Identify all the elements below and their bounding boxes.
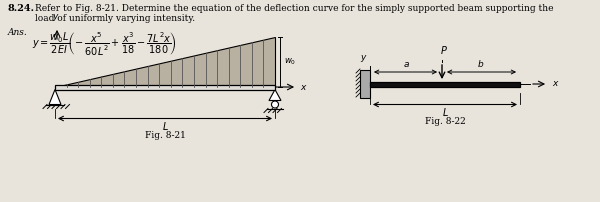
Text: $y$: $y$ [361,53,368,64]
Text: $y$: $y$ [52,12,60,23]
Text: Fig. 8-21: Fig. 8-21 [145,130,185,140]
Text: $x$: $x$ [552,80,560,88]
Text: $x$: $x$ [300,82,308,92]
Text: Ans.: Ans. [8,28,28,37]
Polygon shape [49,89,61,104]
Text: $a$: $a$ [403,60,409,69]
Text: $b$: $b$ [478,58,485,69]
Circle shape [271,101,278,108]
Text: Fig. 8-22: Fig. 8-22 [425,117,466,125]
Text: load of uniformly varying intensity.: load of uniformly varying intensity. [35,14,195,23]
Polygon shape [55,37,275,87]
Text: 8.24.: 8.24. [7,4,34,13]
Polygon shape [269,89,281,101]
Text: $y = \dfrac{w_0 L}{2EI}\!\left(\!-\dfrac{x^5}{60L^2}+\dfrac{x^3}{18}-\dfrac{7L^2: $y = \dfrac{w_0 L}{2EI}\!\left(\!-\dfrac… [32,30,176,57]
Text: $L$: $L$ [442,106,448,119]
Text: $L$: $L$ [161,121,169,133]
Text: $P$: $P$ [440,44,448,56]
Bar [370,81,520,86]
Bar [360,70,370,98]
Text: Refer to Fig. 8-21. Determine the equation of the deflection curve for the simpl: Refer to Fig. 8-21. Determine the equati… [35,4,554,13]
Text: $w_0$: $w_0$ [284,57,296,67]
Bar [55,84,275,89]
